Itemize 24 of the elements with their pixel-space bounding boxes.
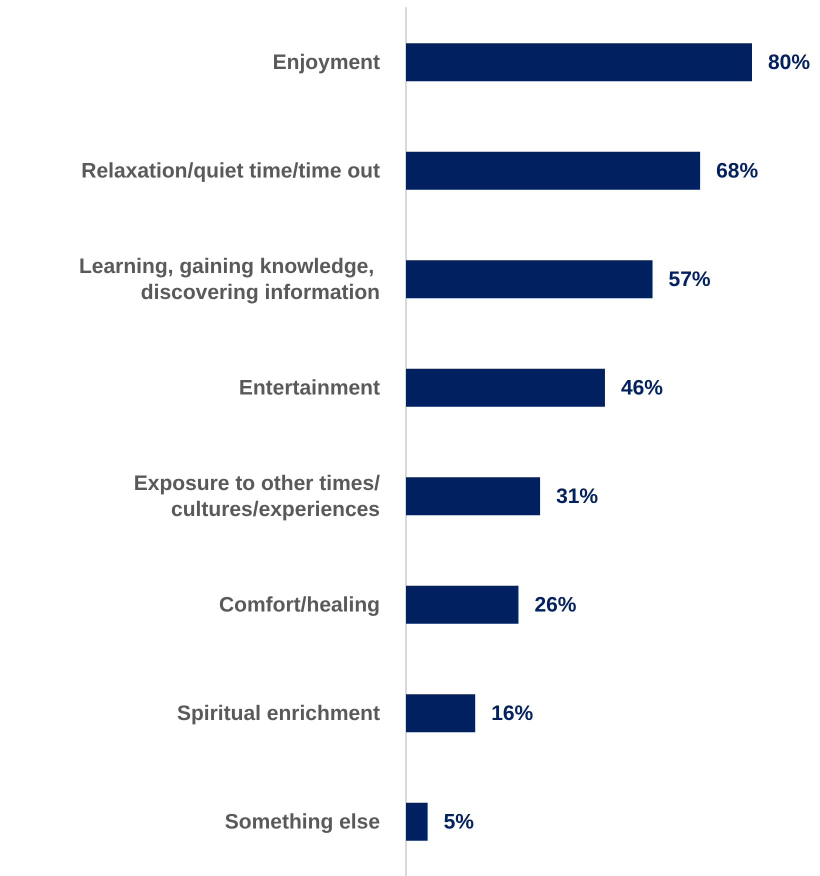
data-label: 57%: [668, 268, 711, 291]
bar: [406, 477, 540, 516]
y-tick-label: Enjoyment: [272, 50, 380, 74]
bar: [406, 694, 476, 732]
data-label: 80%: [768, 50, 810, 74]
bar: [406, 802, 428, 841]
data-label: 26%: [534, 593, 577, 616]
bar: [406, 152, 700, 190]
data-label: 68%: [716, 159, 758, 182]
bar: [406, 260, 653, 298]
bar: [406, 43, 752, 82]
y-tick-label: Entertainment: [238, 376, 380, 400]
data-label: 46%: [620, 376, 664, 400]
data-label: 5%: [444, 810, 474, 834]
y-tick-label: Spiritual enrichment: [176, 702, 380, 725]
y-tick-label: Something else: [224, 810, 380, 834]
bar: [406, 368, 605, 407]
y-tick-label: Relaxation/quiet time/time out: [81, 159, 380, 182]
y-tick-label: Learning, gaining knowledge, discovering information: [78, 254, 380, 304]
data-label: 31%: [556, 484, 598, 508]
data-label: 16%: [491, 702, 534, 725]
y-tick-label: Comfort/healing: [219, 593, 380, 616]
y-tick-label: Exposure to other times/cultures/experiences: [134, 472, 380, 521]
bar: [406, 586, 518, 624]
